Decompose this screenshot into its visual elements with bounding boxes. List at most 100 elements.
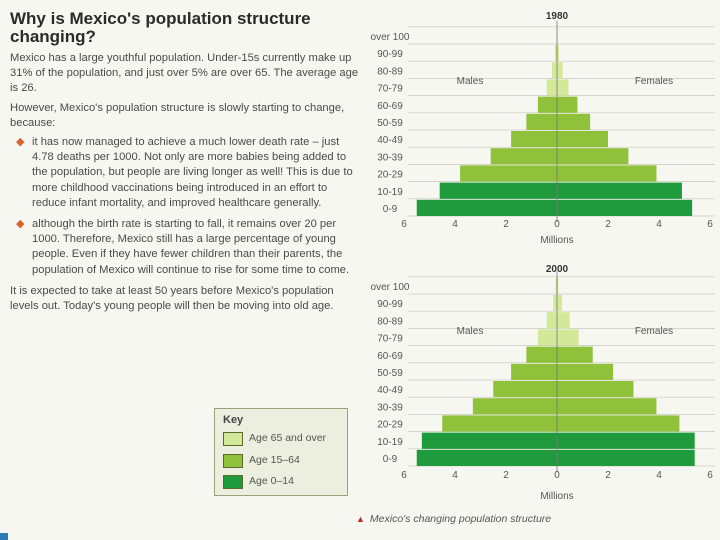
bar-male-over 100 xyxy=(555,277,557,294)
bar-male-10-19 xyxy=(439,182,557,199)
x-tick-label: 0 xyxy=(554,470,560,481)
x-axis-label: Millions xyxy=(540,235,573,246)
bar-male-20-29 xyxy=(460,165,557,182)
bar-male-10-19 xyxy=(421,432,557,449)
bar-female-30-39 xyxy=(557,398,657,415)
bar-female-50-59 xyxy=(557,363,614,380)
key-swatch xyxy=(223,432,243,446)
age-tick-label: 70-79 xyxy=(377,84,403,95)
x-tick-label: 6 xyxy=(401,219,407,230)
bar-male-30-39 xyxy=(490,148,557,165)
chart-title: 1980 xyxy=(546,11,569,22)
key-item: Age 65 and over xyxy=(223,432,343,446)
age-tick-label: 90-99 xyxy=(377,49,403,60)
article-text: Why is Mexico's population structure cha… xyxy=(10,10,360,318)
bar-male-40-49 xyxy=(493,381,557,398)
age-tick-label: 0-9 xyxy=(383,454,398,465)
key-item: Age 15–64 xyxy=(223,454,343,468)
bar-male-0-9 xyxy=(416,449,557,466)
x-tick-label: 2 xyxy=(605,470,611,481)
bar-female-20-29 xyxy=(557,165,657,182)
bar-male-50-59 xyxy=(511,363,557,380)
age-tick-label: over 100 xyxy=(371,32,410,43)
closing-paragraph: It is expected to take at least 50 years… xyxy=(10,284,334,313)
bar-female-over 100 xyxy=(557,277,559,294)
key-title: Key xyxy=(223,414,244,426)
bullet-text: although the birth rate is starting to f… xyxy=(32,218,350,276)
bar-female-80-89 xyxy=(557,312,570,329)
age-tick-label: 30-39 xyxy=(377,152,403,163)
age-tick-label: 50-59 xyxy=(377,118,403,129)
age-tick-label: 40-49 xyxy=(377,135,403,146)
bar-female-30-39 xyxy=(557,148,629,165)
chart-title: 2000 xyxy=(546,264,569,275)
x-tick-label: 4 xyxy=(452,470,458,481)
x-tick-label: 6 xyxy=(707,219,713,230)
bar-female-20-29 xyxy=(557,415,680,432)
age-tick-label: 90-99 xyxy=(377,299,403,310)
x-tick-label: 6 xyxy=(707,470,713,481)
bar-male-70-79 xyxy=(546,79,557,96)
bar-male-90-99 xyxy=(553,295,557,312)
key-swatch xyxy=(223,475,243,489)
bar-male-70-79 xyxy=(537,329,557,346)
bullet-text: it has now managed to achieve a much low… xyxy=(32,136,353,209)
age-tick-label: 10-19 xyxy=(377,437,403,448)
bar-female-40-49 xyxy=(557,381,634,398)
age-tick-label: 80-89 xyxy=(377,316,403,327)
age-tick-label: 40-49 xyxy=(377,385,403,396)
key-label: Age 65 and over xyxy=(249,432,327,444)
bar-female-60-69 xyxy=(557,346,593,363)
bar-male-30-39 xyxy=(472,398,557,415)
caption-text: Mexico's changing population structure xyxy=(369,513,552,525)
bar-male-60-69 xyxy=(537,96,557,113)
key-item: Age 0–14 xyxy=(223,475,343,489)
bar-female-10-19 xyxy=(557,182,682,199)
bar-male-80-89 xyxy=(546,312,557,329)
males-label: Males xyxy=(457,326,484,337)
males-label: Males xyxy=(457,76,484,87)
figure-caption: ▲ Mexico's changing population structure xyxy=(356,513,551,525)
females-label: Females xyxy=(635,76,673,87)
x-tick-label: 2 xyxy=(605,219,611,230)
x-tick-label: 2 xyxy=(503,219,509,230)
key-label: Age 0–14 xyxy=(249,475,294,487)
intro-paragraph: Mexico has a large youthful population. … xyxy=(10,52,359,95)
page-title: Why is Mexico's population structure cha… xyxy=(10,9,311,46)
age-tick-label: 70-79 xyxy=(377,334,403,345)
x-tick-label: 4 xyxy=(656,219,662,230)
bullet-item: ◆ it has now managed to achieve a much l… xyxy=(10,135,360,211)
bar-male-40-49 xyxy=(511,131,557,148)
bar-female-60-69 xyxy=(557,96,578,113)
bar-male-20-29 xyxy=(442,415,557,432)
bar-female-70-79 xyxy=(557,329,579,346)
age-tick-label: 20-29 xyxy=(377,170,403,181)
x-axis-label: Millions xyxy=(540,491,573,502)
diamond-bullet-icon: ◆ xyxy=(16,218,25,231)
bar-female-0-9 xyxy=(557,199,693,216)
bar-female-50-59 xyxy=(557,113,591,130)
x-tick-label: 0 xyxy=(554,219,560,230)
bar-male-50-59 xyxy=(526,113,557,130)
age-tick-label: 10-19 xyxy=(377,187,403,198)
bar-female-0-9 xyxy=(557,449,695,466)
bar-female-10-19 xyxy=(557,432,695,449)
x-tick-label: 4 xyxy=(452,219,458,230)
bar-male-0-9 xyxy=(416,199,557,216)
bar-male-90-99 xyxy=(554,45,557,62)
x-tick-label: 2 xyxy=(503,470,509,481)
age-tick-label: 60-69 xyxy=(377,351,403,362)
bar-female-80-89 xyxy=(557,62,563,79)
population-pyramids: 1980 0-9 10-19 20-29 30-39 40-49 50-59 60-69 70-… xyxy=(371,11,715,502)
chart-key: Key Age 65 and over Age 15–64 Age 0–14 xyxy=(214,408,348,496)
bullet-item: ◆ although the birth rate is starting to… xyxy=(10,217,360,278)
bar-male-60-69 xyxy=(526,346,557,363)
page-tab-marker xyxy=(0,533,8,540)
age-tick-label: 60-69 xyxy=(377,101,403,112)
females-label: Females xyxy=(635,326,673,337)
age-tick-label: 0-9 xyxy=(383,204,398,215)
x-tick-label: 4 xyxy=(656,470,662,481)
age-tick-label: 30-39 xyxy=(377,402,403,413)
however-paragraph: However, Mexico's population structure i… xyxy=(10,101,345,129)
diamond-bullet-icon: ◆ xyxy=(16,136,25,149)
